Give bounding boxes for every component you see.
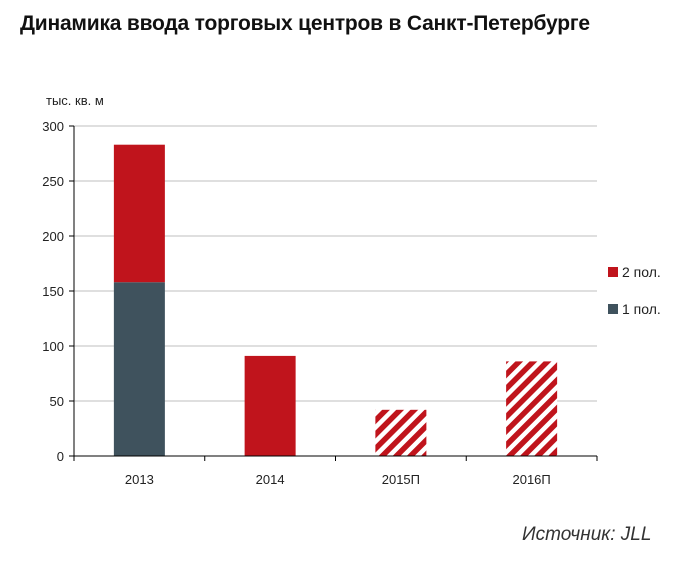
legend-swatch — [608, 304, 618, 314]
legend: 2 пол. 1 пол. — [608, 264, 661, 317]
bar-2014-series-1 — [244, 355, 296, 456]
bar-2013-series-0 — [113, 282, 165, 456]
x-tick-label: 2015П — [382, 472, 420, 487]
y-tick-label: 50 — [50, 394, 64, 409]
y-tick-label: 100 — [42, 339, 64, 354]
y-tick-label: 0 — [57, 449, 64, 464]
y-tick-label: 250 — [42, 174, 64, 189]
y-tick-label: 150 — [42, 284, 64, 299]
source-note: Источник: JLL — [522, 524, 652, 545]
axes: 0 50 100 150 200 250 300 2013 2014 2015П 2016П — [42, 119, 598, 487]
x-tick-label: 2014 — [256, 472, 285, 487]
bar-2016П-series-1 — [506, 361, 558, 456]
legend-label: 2 пол. — [622, 264, 661, 280]
x-tick-label: 2013 — [125, 472, 154, 487]
x-tick-label: 2016П — [512, 472, 550, 487]
chart-title: Динамика ввода торговых центров в Санкт-… — [20, 12, 590, 35]
y-tick-label: 200 — [42, 229, 64, 244]
y-tick-label: 300 — [42, 119, 64, 134]
legend-swatch — [608, 267, 618, 277]
legend-label: 1 пол. — [622, 301, 661, 317]
bar-2013-series-1 — [113, 144, 165, 283]
y-axis-unit-label: тыс. кв. м — [46, 93, 104, 108]
bar-2015П-series-1 — [375, 409, 427, 456]
bars — [113, 144, 558, 456]
